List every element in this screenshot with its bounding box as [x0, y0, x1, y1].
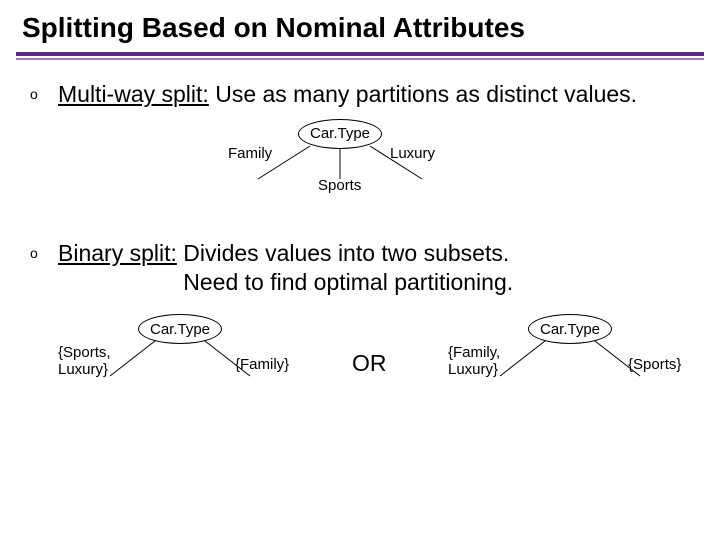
sports-branch-label: Sports: [318, 177, 361, 194]
bullet-multiway: o Multi-way split: Use as many partition…: [30, 80, 690, 109]
bullet-binary: o Binary split: Divides values into two …: [30, 239, 690, 297]
multiway-diagram: Car.Type Family Sports Luxury: [30, 119, 690, 209]
left-split-left-label: {Sports, Luxury}: [58, 344, 111, 378]
right-split-right-label: {Sports}: [628, 356, 681, 373]
cartype-node: Car.Type: [298, 119, 382, 149]
bullet-multiway-lead: Multi-way split:: [58, 81, 209, 107]
cartype-node-label: Car.Type: [310, 125, 370, 142]
bullet-multiway-rest: Use as many partitions as distinct value…: [209, 81, 637, 107]
bullet-glyph: o: [30, 86, 44, 102]
luxury-branch-label: Luxury: [390, 145, 435, 162]
title-rule-outer: [16, 52, 704, 56]
cartype-node-left-label: Car.Type: [150, 321, 210, 338]
bullet-binary-rest1: Divides values into two subsets.: [177, 240, 509, 266]
bullet-glyph: o: [30, 245, 44, 261]
slide-content: o Multi-way split: Use as many partition…: [0, 60, 720, 414]
bullet-binary-rest2: Need to find optimal partitioning.: [183, 269, 513, 295]
bullet-binary-lead: Binary split:: [58, 240, 177, 266]
cartype-node-right-label: Car.Type: [540, 321, 600, 338]
left-split-right-label: {Family}: [235, 356, 289, 373]
binary-diagram: Car.Type {Sports, Luxury} {Family} OR Ca…: [30, 314, 690, 414]
slide-title: Splitting Based on Nominal Attributes: [0, 0, 720, 52]
bullet-multiway-text: Multi-way split: Use as many partitions …: [58, 80, 690, 109]
or-label: OR: [352, 350, 387, 377]
bullet-binary-text: Binary split: Divides values into two su…: [58, 239, 690, 297]
family-branch-label: Family: [228, 145, 272, 162]
right-split-left-label: {Family, Luxury}: [448, 344, 500, 378]
